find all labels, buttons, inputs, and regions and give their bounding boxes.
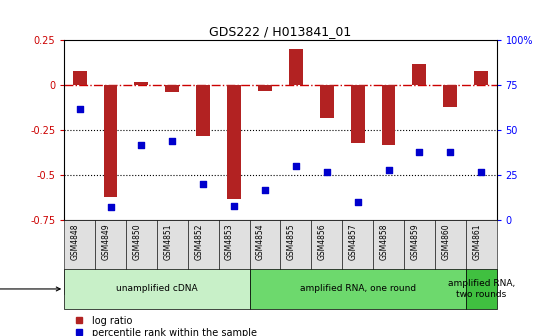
Bar xyxy=(196,85,210,136)
Bar xyxy=(412,64,426,85)
FancyBboxPatch shape xyxy=(64,269,249,309)
Text: GSM4857: GSM4857 xyxy=(349,224,358,260)
Bar xyxy=(104,85,117,197)
Point xyxy=(168,138,177,144)
FancyBboxPatch shape xyxy=(404,220,435,294)
Point xyxy=(75,106,84,111)
Bar xyxy=(444,85,457,107)
Text: GSM4851: GSM4851 xyxy=(163,224,172,260)
Point xyxy=(384,167,393,172)
Text: amplified RNA,
two rounds: amplified RNA, two rounds xyxy=(448,279,515,299)
Point xyxy=(137,142,146,147)
FancyBboxPatch shape xyxy=(342,220,373,294)
Text: GSM4853: GSM4853 xyxy=(225,224,234,260)
Bar xyxy=(474,71,488,85)
FancyBboxPatch shape xyxy=(95,220,126,294)
Bar xyxy=(289,49,303,85)
Text: GSM4856: GSM4856 xyxy=(318,224,327,260)
FancyBboxPatch shape xyxy=(435,220,466,294)
Legend: log ratio, percentile rank within the sample: log ratio, percentile rank within the sa… xyxy=(69,316,257,336)
FancyBboxPatch shape xyxy=(219,220,249,294)
Text: unamplified cDNA: unamplified cDNA xyxy=(116,285,198,293)
Point xyxy=(106,205,115,210)
Text: GSM4854: GSM4854 xyxy=(256,224,265,260)
Bar xyxy=(382,85,396,144)
Bar xyxy=(320,85,334,118)
Bar xyxy=(134,82,148,85)
Bar xyxy=(258,85,272,91)
Point xyxy=(446,149,455,155)
Bar xyxy=(350,85,364,143)
FancyBboxPatch shape xyxy=(311,220,342,294)
Point xyxy=(229,203,238,208)
FancyBboxPatch shape xyxy=(466,220,497,294)
Bar xyxy=(165,85,179,92)
Text: GSM4850: GSM4850 xyxy=(132,224,141,260)
FancyBboxPatch shape xyxy=(249,220,280,294)
FancyBboxPatch shape xyxy=(373,220,404,294)
Text: GSM4852: GSM4852 xyxy=(194,224,203,260)
Text: GSM4848: GSM4848 xyxy=(71,224,80,260)
FancyBboxPatch shape xyxy=(126,220,157,294)
Point xyxy=(291,164,300,169)
FancyBboxPatch shape xyxy=(64,220,95,294)
Text: GSM4861: GSM4861 xyxy=(472,224,481,260)
Text: GSM4858: GSM4858 xyxy=(379,224,388,260)
Text: GSM4855: GSM4855 xyxy=(287,224,296,260)
Text: amplified RNA, one round: amplified RNA, one round xyxy=(300,285,416,293)
Title: GDS222 / H013841_01: GDS222 / H013841_01 xyxy=(209,25,352,38)
Point xyxy=(353,200,362,205)
Bar xyxy=(73,71,86,85)
Point xyxy=(199,181,208,187)
Point xyxy=(415,149,424,155)
Text: GSM4849: GSM4849 xyxy=(102,224,110,260)
Point xyxy=(323,169,331,174)
Point xyxy=(477,169,485,174)
FancyBboxPatch shape xyxy=(280,220,311,294)
Text: protocol: protocol xyxy=(0,284,60,294)
FancyBboxPatch shape xyxy=(249,269,466,309)
Point xyxy=(261,187,270,192)
Bar xyxy=(227,85,241,199)
FancyBboxPatch shape xyxy=(187,220,219,294)
Text: GSM4860: GSM4860 xyxy=(441,224,450,260)
Text: GSM4859: GSM4859 xyxy=(410,224,420,260)
FancyBboxPatch shape xyxy=(466,269,497,309)
FancyBboxPatch shape xyxy=(157,220,187,294)
